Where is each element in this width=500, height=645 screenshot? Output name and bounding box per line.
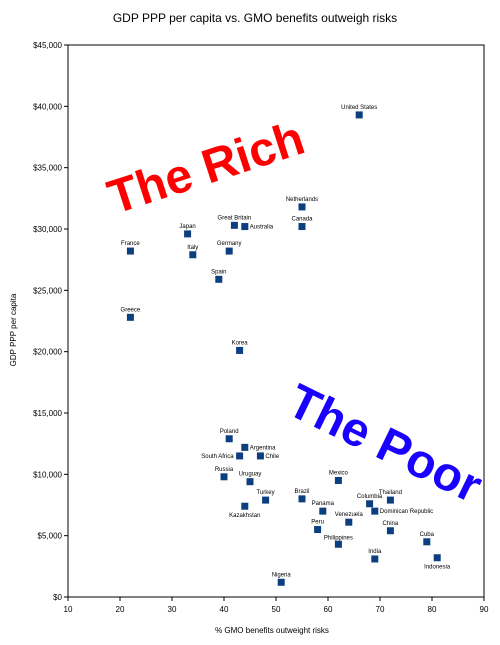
x-tick-label: 70	[376, 605, 385, 614]
data-point	[433, 554, 441, 562]
data-point	[371, 507, 379, 515]
y-tick-label: $0	[53, 593, 62, 602]
data-point-label: Nigeria	[272, 572, 292, 578]
data-point-label: Kazakhstan	[229, 513, 260, 519]
data-point	[225, 247, 233, 255]
data-point-label: Indonesia	[424, 565, 451, 571]
data-point-label: Brazil	[294, 489, 309, 495]
data-point	[262, 496, 270, 504]
data-point	[345, 518, 353, 526]
x-tick-label: 80	[428, 605, 437, 614]
y-tick-label: $25,000	[33, 286, 62, 295]
data-point	[225, 435, 233, 443]
x-axis-ticks: 10 20 30 40 50 60 70 80 90	[64, 597, 489, 614]
data-point	[423, 538, 431, 546]
data-point	[126, 313, 134, 321]
data-points	[126, 111, 441, 586]
data-point-label: Columbia	[357, 494, 383, 500]
data-point-label: Venezuela	[335, 512, 364, 518]
data-point-label: India	[368, 549, 382, 555]
data-point	[366, 500, 374, 508]
data-point	[236, 346, 244, 354]
data-point	[355, 111, 363, 119]
data-point	[314, 526, 322, 534]
y-tick-label: $35,000	[33, 164, 62, 173]
plot-area: $0 $5,000 $10,000 $15,000 $20,000 $25,000 $30,…	[33, 41, 489, 614]
y-tick-label: $20,000	[33, 348, 62, 357]
x-tick-label: 90	[480, 605, 489, 614]
data-point	[241, 443, 249, 451]
data-point	[126, 247, 134, 255]
data-point-label: Peru	[311, 520, 324, 526]
chart-title: GDP PPP per capita vs. GMO benefits outw…	[113, 11, 397, 25]
data-point-label: Argentina	[250, 445, 276, 451]
data-point-label: Russia	[215, 467, 234, 473]
y-tick-label: $30,000	[33, 225, 62, 234]
data-point	[236, 452, 244, 460]
data-point	[256, 452, 264, 460]
data-point	[189, 251, 197, 259]
x-tick-label: 60	[324, 605, 333, 614]
plot-frame	[67, 44, 485, 598]
y-tick-label: $5,000	[38, 532, 63, 541]
data-point	[386, 527, 394, 535]
data-point	[277, 578, 285, 586]
data-point-label: Poland	[220, 429, 239, 435]
data-point-label: Germany	[217, 241, 242, 247]
data-point-label: Mexico	[329, 470, 349, 476]
data-point-label: Netherlands	[286, 197, 318, 203]
data-point	[246, 478, 254, 486]
data-point-label: Cuba	[420, 532, 435, 538]
x-tick-label: 20	[116, 605, 125, 614]
data-point-label: China	[383, 521, 399, 527]
data-point	[386, 496, 394, 504]
y-tick-label: $10,000	[33, 470, 62, 479]
y-tick-label: $45,000	[33, 41, 62, 50]
data-point-label: Greece	[121, 307, 141, 313]
data-point-label: Spain	[211, 269, 226, 275]
data-point-label: Canada	[291, 217, 313, 223]
data-point	[241, 223, 249, 231]
x-tick-label: 30	[168, 605, 177, 614]
data-point	[230, 221, 238, 229]
data-point-label: Dominican Republic	[380, 509, 433, 515]
data-point	[334, 476, 342, 484]
data-point	[298, 203, 306, 211]
data-point	[319, 507, 327, 515]
data-point-labels: United States Netherlands Canada Great Brit…	[121, 105, 451, 578]
data-point	[184, 230, 192, 238]
x-tick-label: 40	[220, 605, 229, 614]
data-point	[220, 473, 228, 481]
x-tick-label: 10	[64, 605, 73, 614]
data-point	[298, 495, 306, 503]
data-point-label: Italy	[187, 245, 198, 251]
data-point-label: South Africa	[201, 454, 234, 460]
data-point-label: France	[121, 241, 140, 247]
data-point-label: Turkey	[257, 490, 275, 496]
data-point-label: Uruguay	[239, 472, 262, 478]
y-axis-ticks: $0 $5,000 $10,000 $15,000 $20,000 $25,000 $30,…	[33, 41, 68, 602]
data-point-label: United States	[341, 105, 377, 111]
data-point-label: Panama	[312, 501, 335, 507]
x-axis-title: % GMO benefits outweight risks	[215, 626, 329, 635]
data-point-label: Great Britain	[218, 215, 252, 221]
data-point-label: Chile	[265, 454, 279, 460]
data-point-label: Thailand	[379, 490, 402, 496]
data-point-label: Korea	[232, 340, 249, 346]
data-point	[334, 540, 342, 548]
data-point-label: Philippines	[324, 535, 353, 541]
x-tick-label: 50	[272, 605, 281, 614]
y-axis-title: GDP PPP per capita	[9, 293, 18, 366]
data-point	[371, 555, 379, 563]
y-tick-label: $15,000	[33, 409, 62, 418]
y-tick-label: $40,000	[33, 102, 62, 111]
data-point-label: Japan	[179, 224, 195, 230]
data-point-label: Australia	[250, 225, 274, 231]
data-point	[215, 275, 223, 283]
data-point	[298, 223, 306, 231]
data-point	[241, 502, 249, 510]
